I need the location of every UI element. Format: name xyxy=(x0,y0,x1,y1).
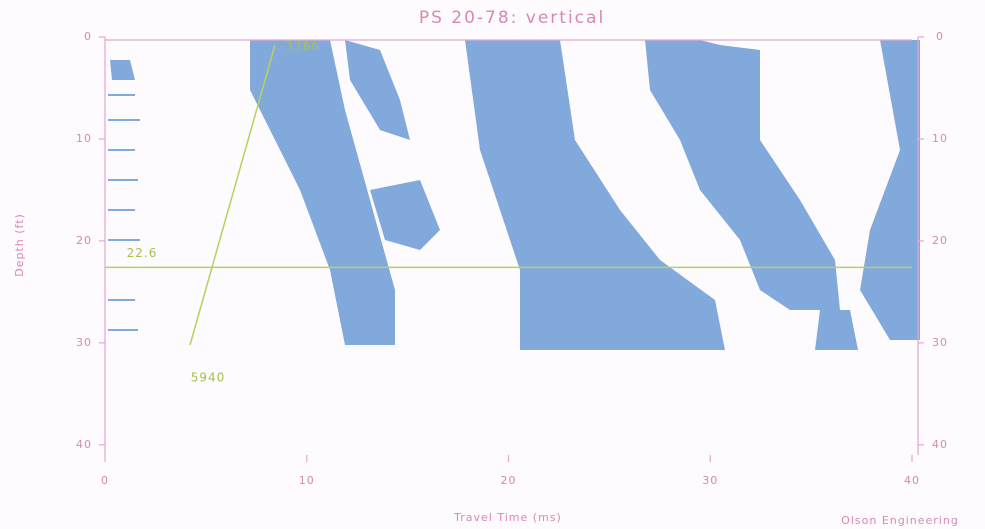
y-tick-label: 0 xyxy=(84,30,92,43)
depth-marker-label: 22.6 xyxy=(127,246,158,260)
y-tick-label: 10 xyxy=(76,132,92,145)
x-tick-label: 0 xyxy=(101,474,109,487)
y2-tick-label: 40 xyxy=(932,438,948,451)
y2-tick-label: 10 xyxy=(932,132,948,145)
chart-title: PS 20-78: vertical xyxy=(419,8,605,28)
velocity-label: -3366 xyxy=(280,40,320,54)
wave-region xyxy=(370,180,440,250)
y-tick-label: 40 xyxy=(76,438,92,451)
y2-tick-label: 30 xyxy=(932,336,948,349)
y-axis-label: Depth (ft) xyxy=(13,213,26,277)
wave-region xyxy=(645,40,840,310)
x-tick-label: 40 xyxy=(904,474,920,487)
credit: Olson Engineering xyxy=(841,514,959,527)
wave-region xyxy=(110,60,135,80)
velocity-line xyxy=(189,44,276,346)
wave-region xyxy=(250,40,395,345)
x-tick-label: 10 xyxy=(299,474,315,487)
wave-fill xyxy=(110,40,920,350)
wave-region xyxy=(815,310,858,350)
wave-region xyxy=(465,40,725,350)
left-traces xyxy=(108,94,140,331)
x-axis-label: Travel Time (ms) xyxy=(453,511,562,524)
x-tick-label: 30 xyxy=(702,474,718,487)
y-tick-label: 20 xyxy=(76,234,92,247)
y-tick-label: 30 xyxy=(76,336,92,349)
y2-tick-label: 0 xyxy=(936,30,944,43)
velocity-label: 5940 xyxy=(191,371,226,385)
y2-tick-label: 20 xyxy=(932,234,948,247)
x-tick-label: 20 xyxy=(501,474,517,487)
wave-region xyxy=(345,40,410,140)
wave-region xyxy=(860,40,920,340)
